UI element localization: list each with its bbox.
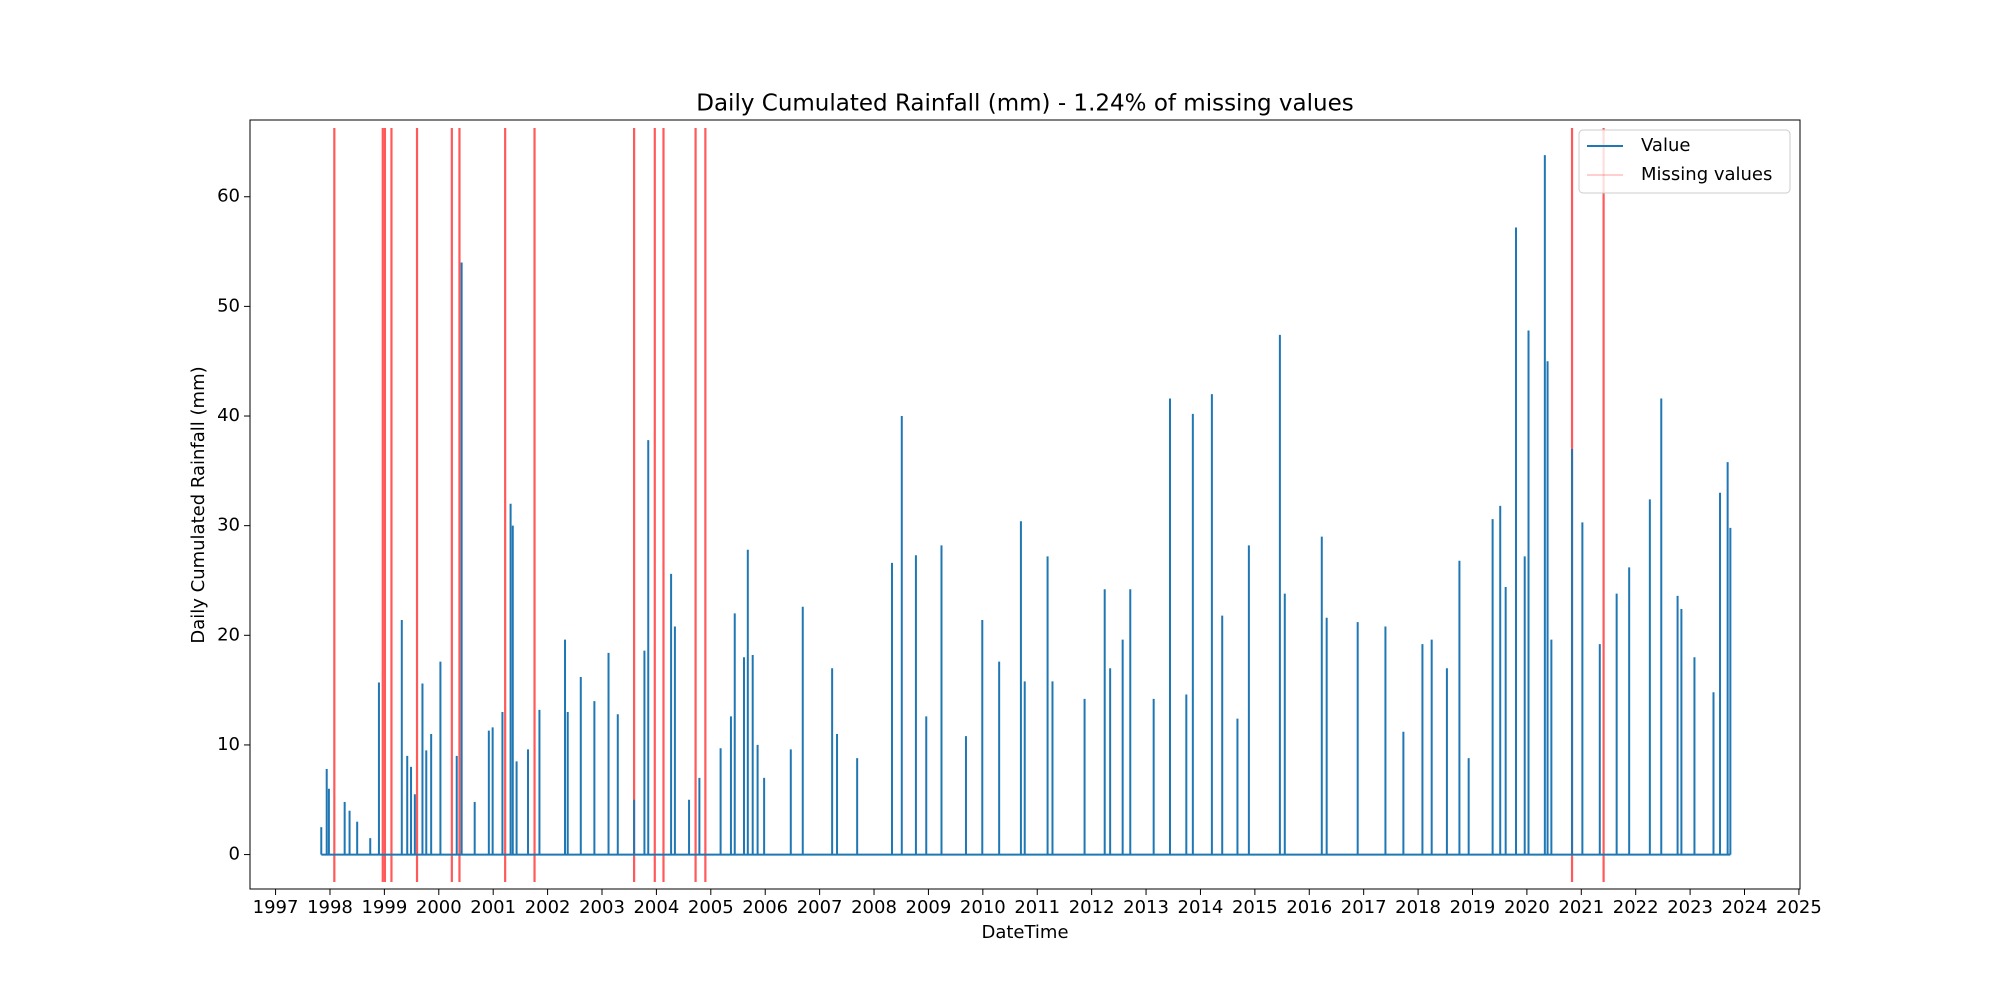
chart-title: Daily Cumulated Rainfall (mm) - 1.24% of… [696,91,1354,117]
x-tick-label: 2008 [851,897,897,918]
x-tick-label: 2015 [1232,897,1278,918]
x-tick-label: 2017 [1341,897,1387,918]
x-tick-label: 2009 [906,897,952,918]
x-tick-label: 2001 [470,897,516,918]
x-tick-label: 2000 [416,897,462,918]
y-axis-label: Daily Cumulated Rainfall (mm) [188,366,209,643]
x-tick-label: 2018 [1395,897,1441,918]
y-tick-label: 60 [217,186,240,207]
legend-label: Missing values [1641,164,1772,185]
x-tick-label: 2021 [1558,897,1604,918]
y-tick-label: 40 [217,405,240,426]
x-tick-label: 2022 [1613,897,1659,918]
x-tick-label: 2011 [1014,897,1060,918]
y-tick-label: 10 [217,734,240,755]
x-tick-label: 2023 [1667,897,1713,918]
x-tick-label: 2019 [1450,897,1496,918]
x-tick-label: 2020 [1504,897,1550,918]
x-tick-label: 2012 [1069,897,1115,918]
x-tick-label: 2007 [797,897,843,918]
x-tick-label: 1998 [307,897,353,918]
x-tick-label: 2005 [688,897,734,918]
x-tick-label: 2024 [1722,897,1768,918]
y-tick-label: 50 [217,295,240,316]
x-tick-label: 1999 [361,897,407,918]
x-tick-label: 2016 [1286,897,1332,918]
y-tick-label: 30 [217,515,240,536]
x-tick-label: 2004 [633,897,679,918]
y-tick-label: 20 [217,624,240,645]
x-tick-label: 2013 [1123,897,1169,918]
x-tick-label: 2003 [579,897,625,918]
x-tick-label: 2006 [742,897,788,918]
x-tick-label: 2014 [1178,897,1224,918]
x-tick-label: 2025 [1776,897,1822,918]
y-tick-label: 0 [229,844,240,865]
legend-label: Value [1641,135,1690,156]
axes-frame [249,119,1801,890]
x-axis-label: DateTime [981,922,1068,943]
x-tick-label: 2002 [525,897,571,918]
legend-box [1578,129,1791,194]
x-tick-label: 2010 [960,897,1006,918]
x-tick-label: 1997 [253,897,299,918]
